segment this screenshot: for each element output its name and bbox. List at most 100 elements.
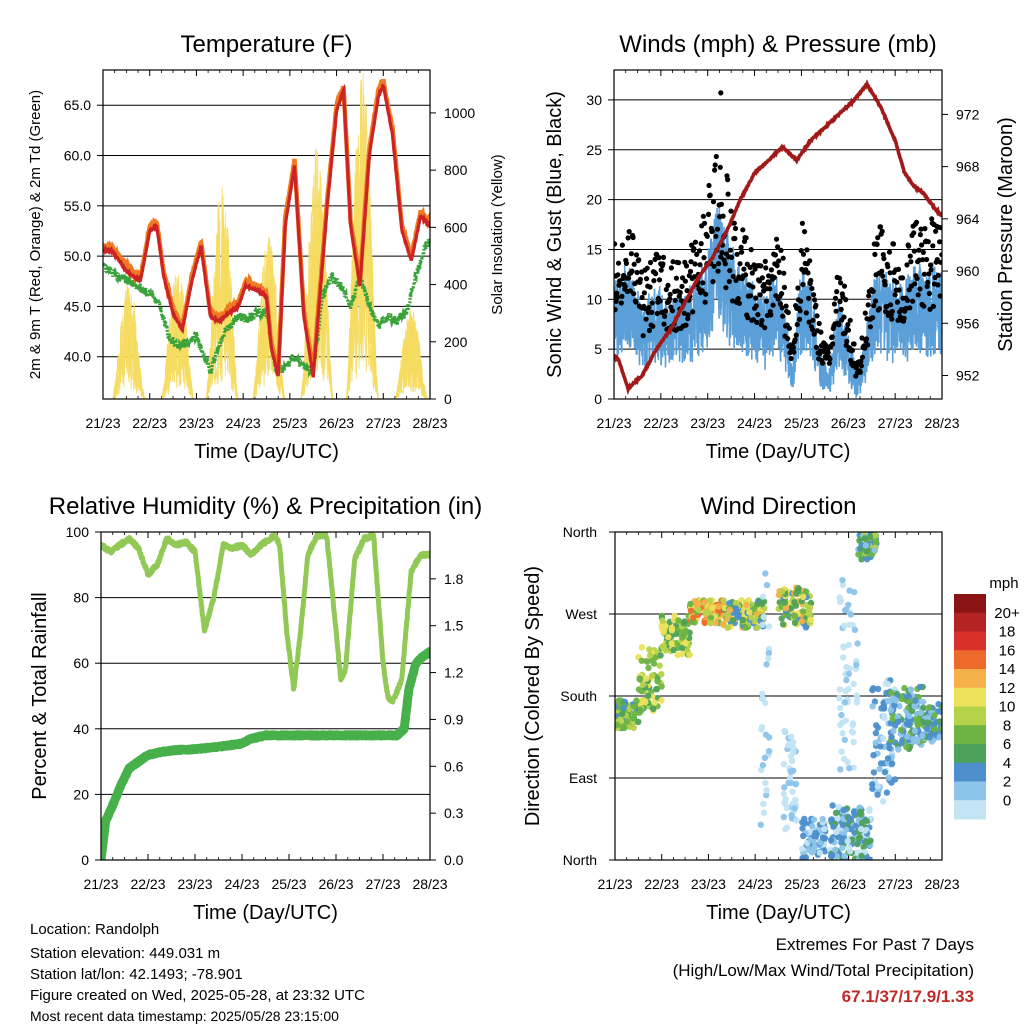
wind-direction-point [780, 761, 787, 768]
gust-point [845, 321, 851, 328]
gust-point [877, 224, 884, 230]
wind-direction-point [901, 684, 908, 692]
gust-point [833, 308, 839, 314]
gust-point [776, 258, 782, 264]
latest-label: Most recent data timestamp: 2025/05/28 2… [30, 1008, 339, 1024]
gust-point [928, 267, 934, 273]
gust-point [866, 293, 872, 299]
gust-point [691, 246, 697, 252]
wind-direction-point [838, 711, 845, 719]
wind-direction-point [791, 805, 798, 812]
wind-direction-point [759, 593, 767, 600]
gust-point [827, 356, 833, 362]
y-tick-label: West [565, 606, 597, 622]
y2-tick-label: 800 [444, 162, 468, 178]
wind-direction-point [673, 640, 680, 647]
solar-insolation-trace [112, 297, 146, 399]
colorbar-label: 6 [1003, 736, 1011, 753]
gust-point [656, 255, 662, 261]
gust-point [843, 297, 849, 303]
wind-direction-point [850, 588, 858, 596]
wind-direction-point [919, 732, 926, 739]
wind-direction-point [898, 695, 905, 703]
gust-point [780, 255, 786, 261]
chart-panel-2: Winds (mph) & Pressure (mb) Time (Day/UTC… [544, 31, 1017, 463]
gust-point [870, 315, 876, 321]
gust-point [759, 318, 765, 324]
wind-direction-point [913, 716, 920, 724]
gust-point [631, 261, 637, 267]
wind-direction-point [836, 834, 843, 841]
gust-point [935, 282, 941, 288]
wind-direction-point [841, 699, 848, 706]
colorbar-label: 16 [999, 642, 1016, 659]
gust-point [907, 253, 913, 259]
gust-point [654, 310, 660, 317]
gust-point [683, 263, 690, 269]
x-tick-label: 27/23 [365, 876, 400, 892]
colorbar-title: mph [989, 575, 1018, 592]
gust-point [823, 343, 829, 349]
x-tick-label: 21/23 [83, 876, 118, 892]
wind-direction-point [845, 685, 852, 693]
gust-point [717, 164, 723, 170]
wind-direction-point [798, 617, 806, 625]
gust-point [704, 233, 710, 239]
wind-direction-point [873, 722, 880, 729]
wind-direction-point [847, 815, 855, 822]
gust-point [670, 259, 676, 265]
gust-point [910, 298, 916, 304]
gust-point [826, 360, 833, 366]
x-tick-label: 24/23 [737, 415, 772, 431]
gust-point [813, 344, 820, 350]
gust-point [634, 269, 640, 276]
wind-direction-point [884, 680, 891, 688]
y-tick-label: 30 [586, 92, 602, 108]
wind-direction-point [874, 783, 881, 790]
gust-point [745, 315, 751, 321]
gust-point [836, 322, 842, 328]
y2-tick-label: 200 [444, 334, 468, 350]
wind-direction-point [888, 760, 896, 767]
gust-point [688, 259, 694, 265]
gust-point [858, 363, 865, 369]
wind-direction-point [857, 550, 864, 557]
wind-direction-point [810, 816, 818, 823]
wind-direction-point [758, 726, 765, 733]
wind-direction-point [799, 825, 806, 832]
gust-point [908, 259, 914, 265]
wind-direction-point [863, 548, 870, 555]
wind-direction-point [874, 791, 881, 798]
wind-direction-point [702, 609, 710, 616]
gust-point [937, 293, 942, 299]
y-tick-label: 80 [73, 590, 89, 606]
gust-point [849, 347, 856, 353]
gust-point [615, 272, 621, 278]
gust-point [921, 303, 927, 309]
wind-direction-point [863, 556, 871, 563]
wind-direction-point [837, 704, 844, 712]
gust-point [647, 259, 654, 266]
gust-point [906, 243, 912, 249]
x-tick-label: 26/23 [831, 415, 866, 431]
wind-direction-point [811, 842, 819, 849]
wind-direction-point [843, 606, 850, 613]
gust-point [816, 320, 822, 327]
gust-point [748, 247, 754, 253]
gust-point [700, 213, 707, 219]
wind-direction-point [645, 664, 652, 672]
gust-point [924, 256, 930, 263]
wind-direction-point [759, 621, 766, 628]
gust-point [710, 279, 716, 285]
wind-direction-point [712, 619, 719, 627]
latlon-label: Station lat/lon: 42.1493; -78.901 [30, 966, 243, 983]
gust-point [830, 341, 836, 347]
gust-point [917, 232, 924, 238]
wind-direction-point [913, 738, 921, 745]
gust-point [750, 284, 756, 290]
gust-point [928, 262, 934, 268]
gust-point [651, 278, 657, 284]
gust-point [938, 259, 942, 265]
gust-point [692, 261, 698, 267]
wind-direction-point [781, 784, 788, 791]
